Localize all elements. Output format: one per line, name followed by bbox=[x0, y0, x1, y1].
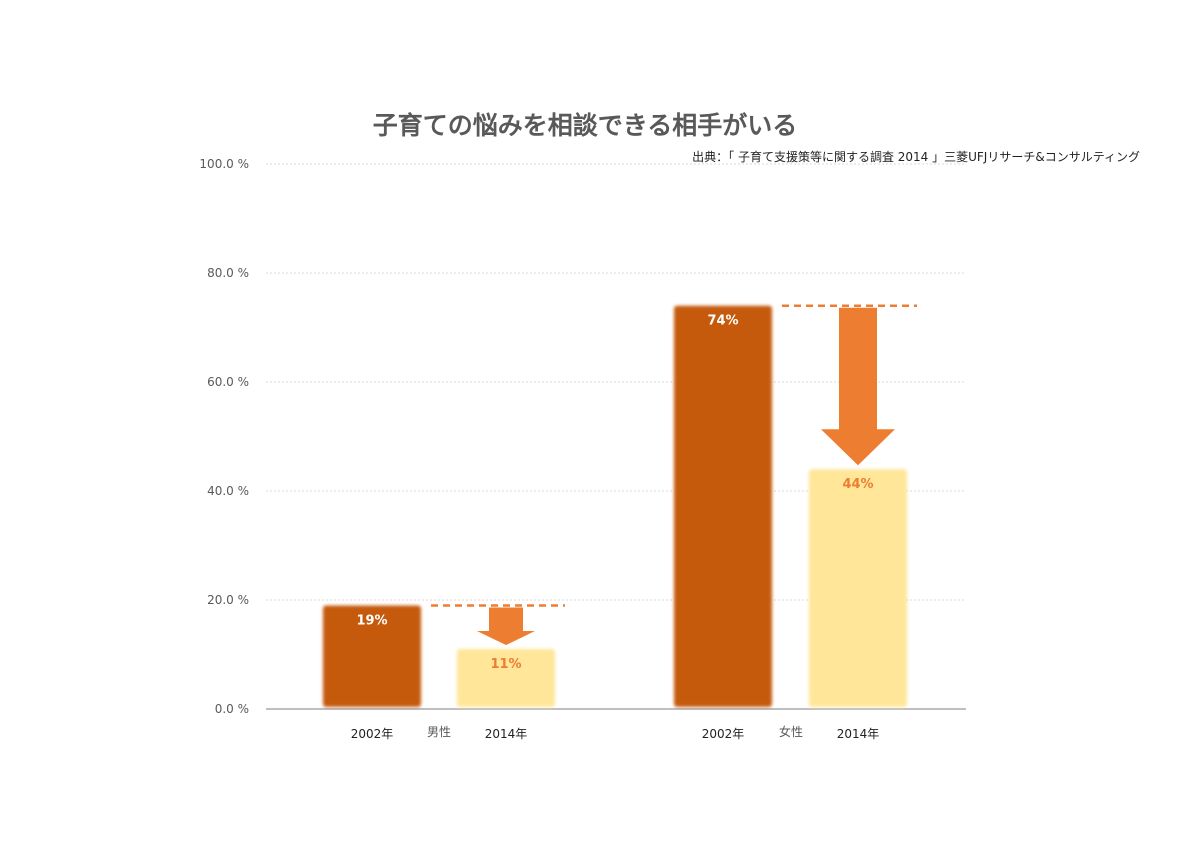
y-tick-label: 0.0 % bbox=[215, 702, 249, 716]
bar bbox=[323, 605, 421, 707]
data-label: 19% bbox=[356, 613, 387, 628]
down-arrow bbox=[821, 307, 895, 466]
x-category-label: 2002年 bbox=[702, 727, 745, 741]
x-category-label: 2014年 bbox=[485, 727, 528, 741]
x-category-label: 2002年 bbox=[351, 727, 394, 741]
bar bbox=[457, 649, 555, 707]
y-tick-label: 40.0 % bbox=[207, 484, 249, 498]
y-tick-label: 80.0 % bbox=[207, 266, 249, 280]
group-label: 男性 bbox=[427, 725, 451, 739]
data-label: 74% bbox=[707, 314, 738, 329]
y-tick-label: 20.0 % bbox=[207, 593, 249, 607]
down-arrow bbox=[477, 607, 535, 646]
source-note: 出典：「 子育て支援策等に関する調査 2014 」三菱UFJリサーチ&コンサルテ… bbox=[692, 149, 1140, 164]
data-label: 11% bbox=[490, 657, 521, 672]
x-category-label: 2014年 bbox=[837, 727, 880, 741]
bar bbox=[674, 305, 772, 707]
group-label: 女性 bbox=[779, 724, 803, 739]
data-label: 44% bbox=[842, 477, 873, 492]
bar bbox=[809, 469, 907, 707]
chart-title: 子育ての悩みを相談できる相手がいる bbox=[373, 111, 798, 140]
y-tick-label: 60.0 % bbox=[207, 375, 249, 389]
y-tick-label: 100.0 % bbox=[199, 157, 249, 171]
